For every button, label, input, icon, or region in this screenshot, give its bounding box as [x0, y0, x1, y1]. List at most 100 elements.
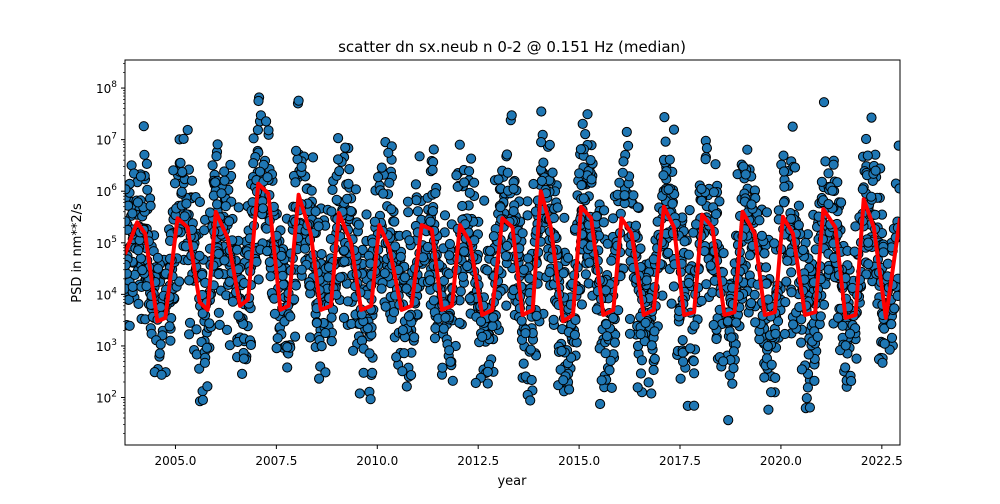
scatter-point	[601, 331, 613, 342]
y-tick-label: 107	[96, 132, 117, 148]
scatter-point	[508, 206, 519, 217]
scatter-point	[501, 240, 513, 252]
scatter-point	[455, 286, 466, 297]
scatter-point	[326, 336, 337, 347]
scatter-point	[710, 159, 721, 170]
scatter-point	[705, 260, 716, 271]
scatter-point	[591, 304, 602, 315]
scatter-point	[796, 314, 807, 325]
scatter-point	[689, 368, 700, 379]
scatter-point	[564, 384, 575, 395]
scatter-point	[718, 248, 729, 259]
scatter-point	[454, 317, 465, 328]
scatter-point	[451, 170, 462, 181]
scatter-point	[801, 393, 812, 404]
scatter-point	[248, 133, 259, 144]
scatter-point	[137, 265, 148, 276]
scatter-point	[429, 333, 441, 344]
scatter-point	[485, 245, 496, 256]
scatter-point	[525, 395, 536, 406]
scatter-point	[233, 202, 244, 213]
scatter-point	[531, 310, 542, 321]
scatter-point	[731, 317, 742, 328]
scatter-point	[548, 314, 559, 325]
scatter-point	[601, 319, 612, 330]
scatter-point	[342, 193, 353, 204]
scatter-point	[335, 272, 346, 283]
scatter-point	[762, 341, 774, 352]
scatter-point	[282, 362, 293, 373]
scatter-point	[495, 202, 506, 213]
scatter-point	[789, 162, 801, 173]
scatter-point	[386, 204, 397, 215]
scatter-point	[409, 332, 420, 343]
scatter-point	[403, 311, 414, 322]
scatter-point	[708, 319, 719, 331]
scatter-point	[343, 178, 354, 189]
scatter-point	[863, 237, 874, 248]
scatter-point	[595, 398, 606, 410]
scatter-point	[181, 198, 192, 209]
scatter-point	[156, 369, 167, 380]
scatter-point	[361, 209, 372, 220]
scatter-point	[617, 167, 628, 178]
scatter-point	[338, 312, 350, 323]
scatter-point	[438, 323, 449, 334]
scatter-point	[477, 331, 488, 342]
scatter-point	[663, 184, 674, 195]
y-tick-label: 108	[96, 80, 117, 96]
scatter-point	[253, 95, 264, 107]
scatter-point	[580, 129, 591, 140]
scatter-point	[582, 109, 593, 120]
scatter-point	[886, 332, 898, 343]
scatter-point	[756, 230, 768, 241]
scatter-point	[197, 394, 208, 406]
scatter-point	[518, 358, 529, 369]
scatter-point	[628, 190, 639, 201]
scatter-point	[191, 324, 202, 335]
scatter-point	[457, 200, 468, 212]
scatter-point	[379, 268, 390, 279]
scatter-point	[125, 268, 132, 279]
y-tick-label: 104	[96, 286, 117, 302]
scatter-point	[586, 174, 597, 185]
scatter-point	[176, 186, 187, 197]
scatter-point	[718, 356, 729, 367]
scatter-point	[194, 196, 205, 208]
scatter-point	[683, 249, 694, 260]
scatter-point	[840, 362, 851, 373]
scatter-point	[307, 152, 319, 163]
scatter-point	[866, 191, 877, 202]
scatter-point	[892, 290, 900, 301]
scatter-point	[536, 106, 547, 117]
scatter-point	[668, 281, 680, 292]
scatter-point	[861, 269, 872, 280]
scatter-point	[310, 206, 321, 217]
scatter-point	[410, 179, 421, 190]
scatter-point	[320, 367, 331, 378]
scatter-point	[700, 154, 711, 165]
scatter-point	[210, 177, 221, 188]
scatter-point	[576, 180, 587, 191]
y-tick-label: 103	[96, 338, 117, 354]
scatter-point	[836, 197, 847, 208]
scatter-point	[760, 262, 772, 273]
scatter-point	[219, 255, 230, 266]
scatter-point	[313, 221, 324, 232]
scatter-point	[395, 251, 406, 262]
scatter-point	[342, 296, 353, 307]
scatter-point	[584, 257, 595, 268]
scatter-point	[878, 247, 889, 258]
scatter-point	[727, 378, 738, 389]
scatter-point	[344, 164, 355, 175]
scatter-point	[447, 375, 458, 386]
x-tick-label: 2010.0	[356, 454, 398, 468]
scatter-point	[339, 256, 350, 267]
scatter-point	[759, 372, 770, 383]
scatter-point	[877, 357, 888, 368]
scatter-series	[125, 92, 900, 426]
scatter-point	[457, 271, 469, 282]
scatter-point	[823, 264, 834, 275]
scatter-point	[689, 320, 700, 331]
